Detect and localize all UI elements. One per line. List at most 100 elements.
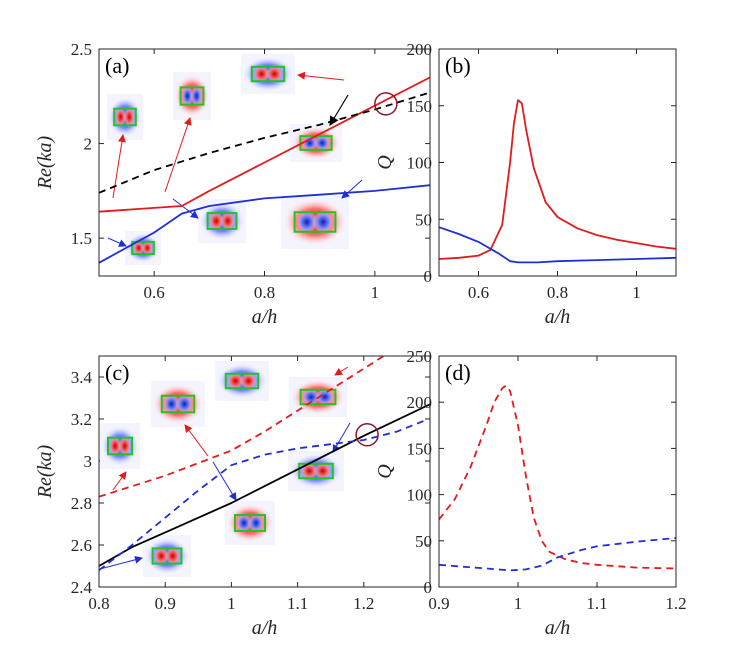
field-lobe-right xyxy=(312,210,335,234)
series-line-blue-solid xyxy=(99,184,430,264)
x-tick-label: 1.1 xyxy=(287,594,308,613)
series-line-red-solid xyxy=(99,76,430,213)
field-lobe-left xyxy=(114,106,127,128)
series-group xyxy=(99,76,430,264)
series-line-black-solid xyxy=(99,403,430,567)
field-lobe-left xyxy=(208,211,224,231)
resonator-outline xyxy=(206,212,238,230)
panel-label: (d) xyxy=(445,360,471,385)
resonator-outline xyxy=(293,211,337,233)
panel-d: 0.9 1 1.1 1.2 0 50 100 150 200 250 (d) a/h Q xyxy=(374,347,687,639)
mode-inset-2 xyxy=(215,361,269,401)
axes-frame xyxy=(438,355,677,588)
y-tick-label: 3 xyxy=(84,452,93,471)
series-line-red-solid xyxy=(439,99,676,260)
crossing-circle xyxy=(355,423,379,447)
field-lobe-right xyxy=(220,211,236,231)
axes-frame xyxy=(438,48,677,277)
y-tick-label: 150 xyxy=(407,97,433,116)
series-line-blue-solid xyxy=(439,226,676,264)
resonator-outline xyxy=(250,65,286,83)
y-tick-label: 0 xyxy=(424,267,433,286)
resonator-outline xyxy=(107,436,133,456)
field-lobe-right xyxy=(313,134,331,152)
blue-arrow xyxy=(212,461,237,501)
field-lobe-left xyxy=(236,513,252,533)
y-tick-label: 3.2 xyxy=(71,410,92,429)
mode-inset-0 xyxy=(100,423,140,469)
field-lobe-right xyxy=(265,65,284,83)
panel-c: 0.8 0.9 1 1.1 1.2 2.4 2.6 2.8 3 3.2 3.4 (c) a/h Re(ka… xyxy=(34,355,431,639)
field-lobe-left xyxy=(226,372,245,390)
resonator-outline xyxy=(234,514,266,532)
field-lobe-right xyxy=(239,372,258,390)
mode-inset-2 xyxy=(241,54,295,94)
mode-inset-1 xyxy=(173,72,211,120)
x-tick-label: 0.8 xyxy=(547,283,568,302)
field-lobe-left xyxy=(252,65,271,83)
panel-label: (a) xyxy=(105,53,129,78)
black-arrow xyxy=(329,94,349,127)
blue-arrow xyxy=(99,555,143,570)
series-line-red-dashed xyxy=(439,384,676,570)
mode-inset-5 xyxy=(281,195,349,249)
y-tick-label: 50 xyxy=(415,210,432,229)
x-tick-label: 0.6 xyxy=(144,283,165,302)
series-group xyxy=(99,356,430,571)
x-axis-label: a/h xyxy=(545,306,571,328)
x-tick-label: 0.8 xyxy=(254,283,275,302)
red-arrow xyxy=(164,117,192,193)
x-tick-label: 1.1 xyxy=(586,594,607,613)
field-lobe-left xyxy=(301,388,321,406)
mode-inset-5 xyxy=(225,501,275,545)
resonator-outline xyxy=(179,86,205,106)
mode-inset-4 xyxy=(198,199,246,243)
field-lobe-right xyxy=(190,85,203,107)
red-arrow xyxy=(112,134,126,199)
y-tick-label: 2.5 xyxy=(71,40,92,59)
axes-frame xyxy=(98,355,431,588)
y-tick-label: 0 xyxy=(424,578,433,597)
y-tick-label: 200 xyxy=(407,40,433,59)
mode-inset-6 xyxy=(143,535,191,577)
y-tick-label: 100 xyxy=(407,486,433,505)
resonator-outline xyxy=(224,372,260,390)
y-tick-label: 100 xyxy=(407,154,433,173)
series-line-blue-dashed xyxy=(99,420,424,571)
field-lobe-right xyxy=(141,240,154,256)
series-line-blue-dashed xyxy=(439,537,676,572)
field-lobe-right xyxy=(248,513,264,533)
blue-arrow xyxy=(172,198,199,219)
resonator-outline xyxy=(151,547,183,565)
x-tick-label: 0.9 xyxy=(428,594,449,613)
x-axis-label: a/h xyxy=(252,306,278,328)
blue-arrow xyxy=(341,179,363,199)
series-group xyxy=(439,99,676,264)
field-lobe-left xyxy=(132,240,145,256)
x-tick-label: 1 xyxy=(227,594,236,613)
panel-a: 0.6 0.8 1 1.5 2 2.5 (a) a/h Re(ka) xyxy=(34,40,431,328)
field-lobe-left xyxy=(181,85,194,107)
field-lobe-left xyxy=(153,546,169,566)
x-axis-label: a/h xyxy=(252,617,278,639)
field-lobe-left xyxy=(108,435,122,457)
y-axis-label: Q xyxy=(374,155,396,170)
x-tick-label: 1 xyxy=(371,283,380,302)
series-line-black-dashed xyxy=(99,91,430,194)
resonator-outline xyxy=(298,462,334,480)
x-tick-label: 0.6 xyxy=(468,283,489,302)
x-tick-label: 1 xyxy=(632,283,641,302)
field-lobe-right xyxy=(313,462,332,480)
series-group xyxy=(439,384,676,572)
panel-label: (c) xyxy=(105,360,129,385)
y-axis-label: Re(ka) xyxy=(34,445,56,500)
resonator-outline xyxy=(113,107,137,127)
field-lobe-right xyxy=(175,393,194,415)
field-lobe-right xyxy=(315,388,335,406)
blue-arrow xyxy=(332,422,351,453)
y-tick-label: 2.4 xyxy=(71,578,93,597)
panel-b: 0.6 0.8 1 0 50 100 150 200 (b) a/h Q xyxy=(374,40,677,328)
y-tick-label: 1.5 xyxy=(71,229,92,248)
mode-inset-6 xyxy=(125,231,161,265)
field-lobe-right xyxy=(123,106,136,128)
